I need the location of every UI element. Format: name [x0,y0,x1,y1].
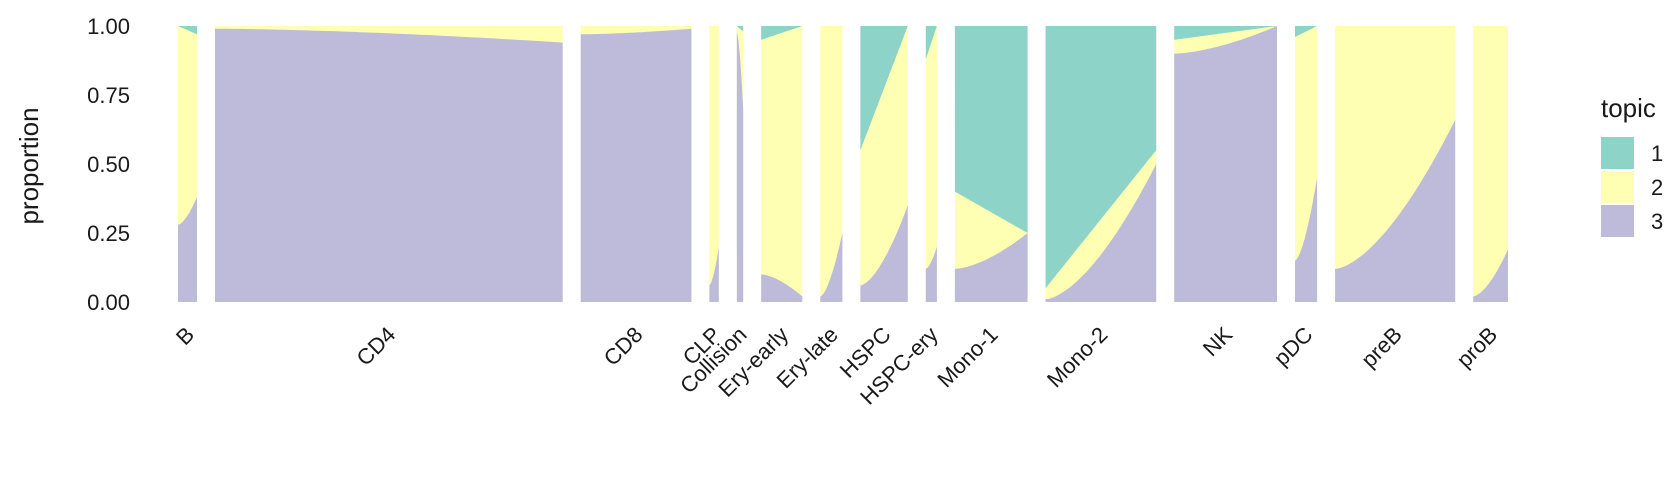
group-mono-2 [1045,26,1157,302]
group-nk [1174,26,1277,302]
legend-label-3: 3 [1651,209,1663,234]
group-hspc-ery [925,26,937,302]
topic-1-segment [954,26,1028,233]
topic-3-segment [214,28,563,303]
group-mono-1 [954,26,1028,302]
group-label-preb: preB [1356,322,1407,373]
topic-2-segment [709,26,719,302]
topic-3-segment [580,28,692,303]
group-label-mono-1: Mono-1 [932,322,1002,392]
y-axis: 0.00 0.25 0.50 0.75 1.00 [87,14,130,315]
group-b [178,26,197,302]
topic-1-segment [761,26,803,40]
group-label-mono-2: Mono-2 [1042,322,1112,392]
topic-2-segment [1473,26,1508,302]
group-hspc [860,26,908,302]
topic-3-segment [925,246,937,302]
topic-3-segment [1335,119,1456,302]
legend: topic 1 2 3 [1601,93,1663,237]
group-ery-early [761,26,803,302]
topic-1-segment [1174,26,1277,40]
group-cd8 [580,26,692,303]
y-tick-label: 0.75 [87,83,130,108]
group-label-nk: NK [1198,322,1238,362]
group-pdc [1294,26,1318,302]
topic-3-segment [1174,26,1277,302]
bars-layer [178,26,1508,303]
y-axis-title: proportion [14,107,44,224]
group-label-b: B [171,322,199,350]
topic-2-segment [820,26,843,302]
legend-key-3 [1601,205,1634,237]
legend-key-2 [1601,171,1634,203]
group-prob [1473,26,1508,302]
topic-3-segment [761,274,803,302]
y-tick-label: 0.25 [87,221,130,246]
group-label-prob: proB [1452,322,1503,373]
topic-3-segment [178,197,197,302]
topic-2-segment [761,26,803,302]
topic-3-segment [709,246,719,302]
topic-2-segment [925,26,937,302]
topic-1-segment [736,26,744,32]
group-label-cd4: CD4 [352,322,401,371]
legend-label-2: 2 [1651,175,1663,200]
topic-3-segment [1294,177,1318,302]
group-label-pdc: pDC [1269,322,1318,371]
legend-title: topic [1601,93,1656,123]
legend-label-1: 1 [1651,141,1663,166]
topic-3-segment [1045,164,1157,302]
group-ery-late [820,26,843,302]
y-tick-label: 0.50 [87,152,130,177]
topic-1-segment [1045,26,1157,289]
group-collision [736,26,744,302]
topic-3-segment [736,31,744,302]
topic-3-segment [820,233,843,302]
group-clp [709,26,719,302]
group-cd4 [214,26,563,303]
legend-key-1 [1601,137,1634,169]
group-label-cd8: CD8 [599,322,648,371]
topic-1-segment [925,26,937,60]
topic-3-segment [860,205,908,302]
y-tick-label: 0.00 [87,290,130,315]
topic-1-segment [1294,26,1318,37]
topic-1-segment [178,26,197,35]
y-tick-label: 1.00 [87,14,130,39]
topic-3-segment [954,233,1028,302]
group-labels: B CD4 CD8 CLPCollisionEry-earlyEry-lateHSPC… [171,322,1502,410]
topic-1-segment [860,26,908,151]
topic-3-segment [1473,249,1508,302]
group-preb [1335,26,1456,302]
